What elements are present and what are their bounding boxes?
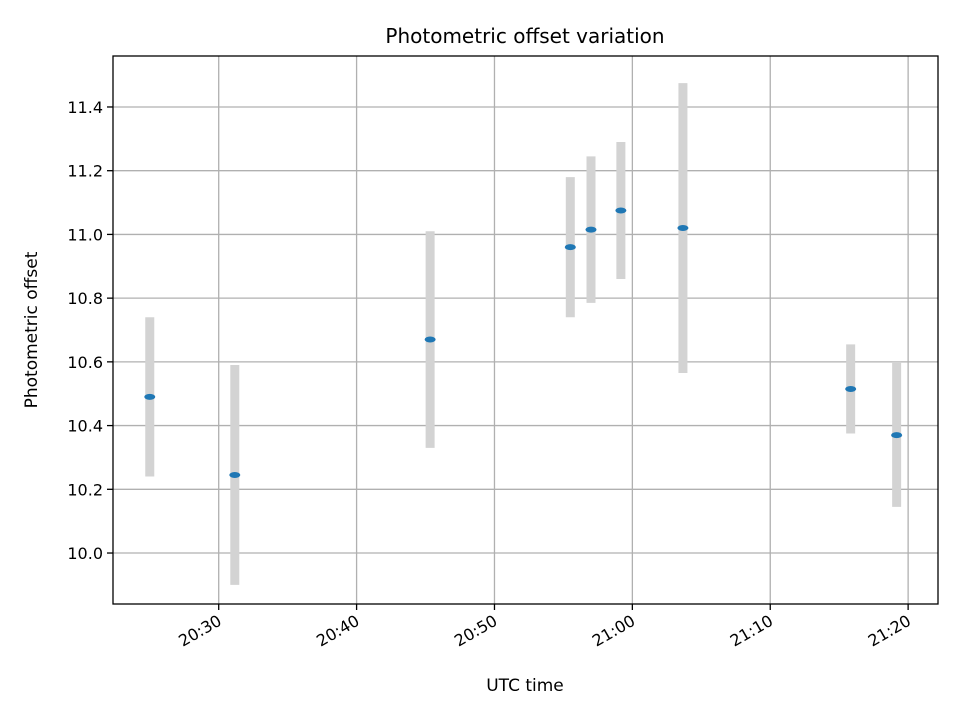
y-tick-label: 10.2 (67, 480, 103, 499)
data-point (615, 207, 627, 214)
y-tick-label: 10.6 (67, 353, 103, 372)
data-point (564, 244, 576, 251)
grid (113, 56, 938, 604)
y-tick-label: 11.0 (67, 225, 103, 244)
data-point (585, 226, 597, 233)
y-tick-label: 10.0 (67, 544, 103, 563)
chart-title: Photometric offset variation (385, 24, 664, 48)
data-point (144, 393, 156, 400)
x-axis-label: UTC time (486, 676, 564, 696)
y-tick-label: 10.4 (67, 417, 103, 436)
data-point (891, 432, 903, 439)
y-tick-label: 11.2 (67, 162, 103, 181)
y-tick-label: 11.4 (67, 98, 103, 117)
data-point (424, 336, 436, 343)
data-points (144, 207, 903, 478)
data-point (845, 385, 857, 392)
plot-area-frame (112, 55, 939, 605)
data-point (229, 471, 241, 478)
data-point (677, 225, 689, 232)
y-tick-label: 10.8 (67, 289, 103, 308)
y-axis-label: Photometric offset (22, 251, 42, 408)
y-axis: 10.0 10.2 10.4 10.6 10.8 11.0 11.2 11.4 (67, 98, 113, 563)
